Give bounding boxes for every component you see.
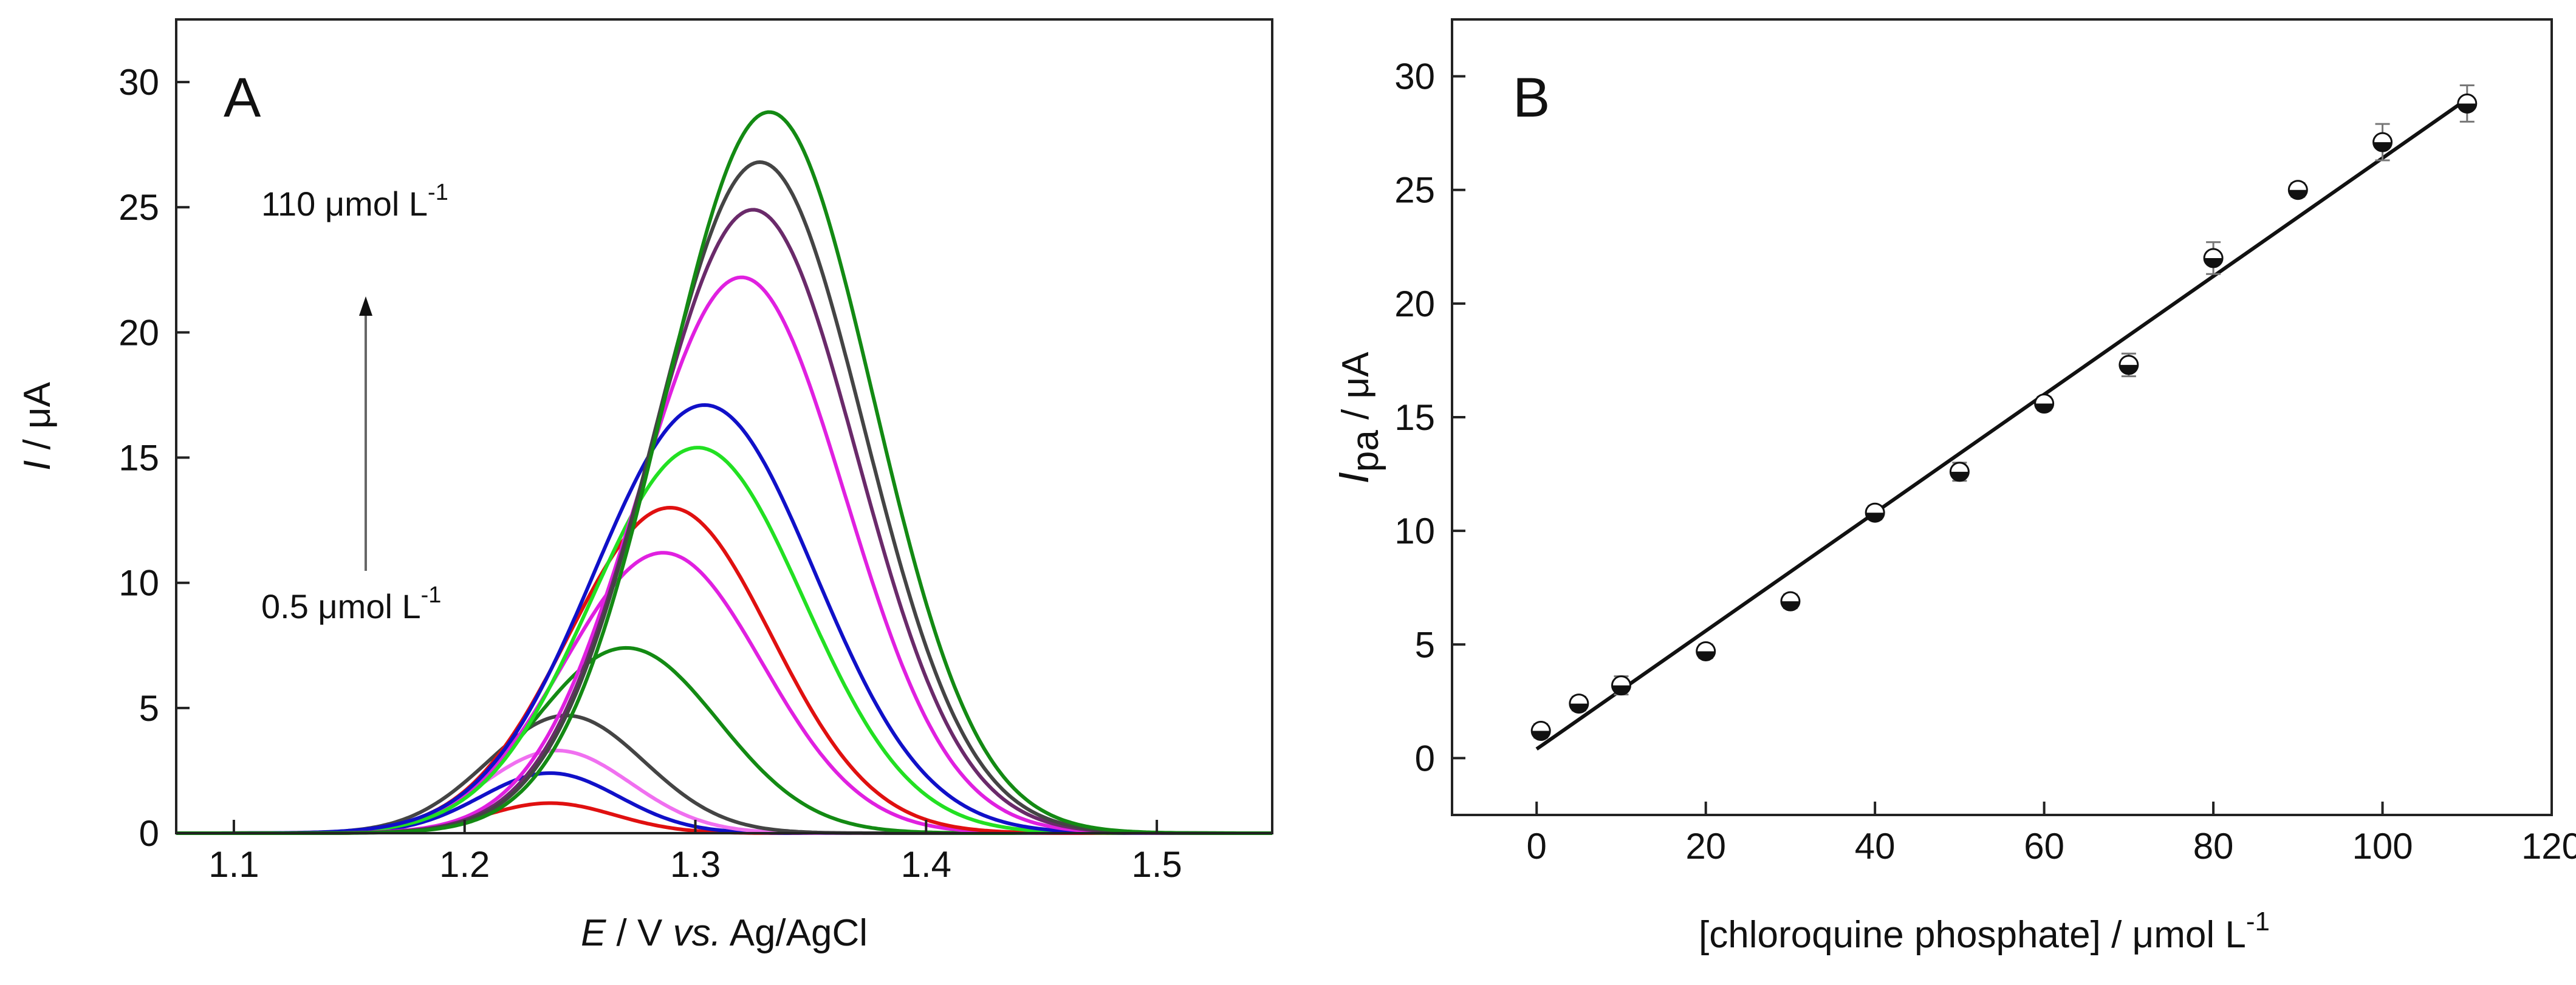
marker-half-fill <box>1569 703 1588 713</box>
panel-b-y-tick-label: 30 <box>1394 56 1435 97</box>
voltammogram-curve-12 <box>176 160 1272 835</box>
data-point-1 <box>1530 721 1551 741</box>
panel-b-x-tick-label: 120 <box>2521 826 2576 867</box>
data-point-9 <box>2119 352 2139 378</box>
panel-b-x-tick-label: 40 <box>1855 826 1896 867</box>
panel-a-y-tick-label: 10 <box>118 563 159 604</box>
marker-half-fill <box>2373 142 2392 152</box>
panel-a-y-tick-label: 0 <box>139 813 159 854</box>
data-point-8 <box>2034 394 2055 414</box>
panel-a: 1.1 1.2 1.3 1.4 1.5 0 5 10 15 20 25 30 A 110 μmol L… <box>16 18 1273 954</box>
panel-b-y-tick-label: 0 <box>1415 738 1435 779</box>
data-point-7 <box>1949 462 1970 482</box>
data-point-13 <box>2457 84 2478 123</box>
panel-a-x-tick-label: 1.5 <box>1131 844 1182 885</box>
panel-b-x-label: [chloroquine phosphate] / μmol L-1 <box>1699 907 2270 956</box>
increase-arrowhead <box>359 296 372 316</box>
panel-b-y-label-symbol: I <box>1330 472 1377 483</box>
marker-half-fill <box>1696 651 1715 661</box>
data-point-2 <box>1569 694 1589 714</box>
panel-b-y-tick-label: 25 <box>1394 170 1435 211</box>
panel-b-x-tick-label: 20 <box>1685 826 1726 867</box>
panel-a-y-label-symbol: I <box>16 460 58 471</box>
marker-half-fill <box>1866 513 1885 522</box>
panel-a-x-tick-label: 1.2 <box>439 844 490 885</box>
marker-half-fill <box>1532 731 1550 740</box>
annotation-bottom-sup: -1 <box>421 582 442 608</box>
panel-b-x-tick-label: 60 <box>2024 826 2064 867</box>
panel-a-x-tick-label: 1.4 <box>901 844 951 885</box>
voltammogram-curve-5 <box>176 646 1272 835</box>
voltammogram-curve-2 <box>176 771 1272 835</box>
panel-b-y-label-unit: / μA <box>1335 352 1377 430</box>
data-point-6 <box>1865 502 1885 523</box>
panel-a-y-tick-label: 25 <box>118 187 159 228</box>
panel-b-y-tick-label: 5 <box>1415 624 1435 665</box>
panel-a-y-label-unit: / μA <box>16 381 58 460</box>
marker-half-fill <box>2204 258 2223 267</box>
marker-half-fill <box>2035 403 2054 413</box>
panel-b-y-tick-label: 10 <box>1394 511 1435 551</box>
panel-a-y-tick-label: 20 <box>118 312 159 353</box>
panel-a-x-label-ref: Ag/AgCl <box>721 912 868 954</box>
panel-b-y-tick-label: 20 <box>1394 284 1435 324</box>
marker-half-fill <box>1950 471 1969 481</box>
panel-b-ticks: 0 20 40 60 80 100 120 0 5 10 15 20 25 30 <box>1394 56 2576 867</box>
panel-a-frame <box>175 18 1273 834</box>
panel-a-x-tick-label: 1.1 <box>208 844 259 885</box>
panel-a-x-tick-label: 1.3 <box>670 844 721 885</box>
panel-b-x-tick-label: 0 <box>1527 826 1547 867</box>
annotation-bottom: 0.5 μmol L-1 <box>261 582 441 625</box>
voltammogram-curve-7 <box>176 506 1272 835</box>
panel-a-x-label: E / V vs. Ag/AgCl <box>581 912 868 954</box>
panel-b-x-label-text: [chloroquine phosphate] / μmol L <box>1699 914 2246 956</box>
panel-b-label: B <box>1513 67 1550 129</box>
marker-half-fill <box>2289 189 2307 199</box>
panel-b-y-label-sub: pa <box>1345 430 1386 472</box>
panel-b-y-tick-label: 15 <box>1394 397 1435 438</box>
voltammogram-curve-11 <box>176 208 1272 835</box>
marker-half-fill <box>2458 103 2476 113</box>
annotation-bottom-text: 0.5 μmol L <box>261 587 421 625</box>
marker-half-fill <box>1781 601 1800 611</box>
panel-a-y-label: I / μA <box>16 381 58 471</box>
panel-b-x-label-sup: -1 <box>2246 907 2270 936</box>
data-point-4 <box>1696 641 1716 662</box>
panel-a-y-tick-label: 30 <box>118 62 159 103</box>
panel-a-label: A <box>224 67 261 129</box>
annotation-top-text: 110 μmol L <box>261 185 428 223</box>
data-point-5 <box>1780 591 1801 612</box>
voltammogram-curve-10 <box>176 275 1272 835</box>
data-point-11 <box>2287 180 2308 200</box>
marker-half-fill <box>2119 364 2138 374</box>
voltammogram-curve-3 <box>176 748 1272 835</box>
fit-line-group <box>1535 97 2468 751</box>
panel-b: 0 20 40 60 80 100 120 0 5 10 15 20 25 30 B Ipa / μA [… <box>1330 18 2576 956</box>
voltammogram-curve-8 <box>176 446 1272 835</box>
marker-half-fill <box>1612 685 1631 695</box>
panel-a-ticks: 1.1 1.2 1.3 1.4 1.5 0 5 10 15 20 25 30 <box>118 62 1182 885</box>
voltammogram-curve-4 <box>176 714 1272 835</box>
panel-a-x-label-symbol: E <box>581 912 606 954</box>
fit-line <box>1535 97 2468 751</box>
annotation-top-sup: -1 <box>428 180 448 205</box>
data-point-12 <box>2372 123 2393 162</box>
calibration-points <box>1530 84 2478 741</box>
panel-b-x-tick-label: 100 <box>2352 826 2413 867</box>
panel-b-x-tick-label: 80 <box>2193 826 2234 867</box>
data-point-10 <box>2203 241 2224 275</box>
panel-a-y-tick-label: 15 <box>118 438 159 479</box>
panel-b-y-label: Ipa / μA <box>1330 352 1386 484</box>
annotation-top: 110 μmol L-1 <box>261 180 448 223</box>
panel-a-x-label-vs: vs. <box>673 912 721 954</box>
data-point-3 <box>1611 675 1631 696</box>
panel-a-x-label-unit: / V <box>606 912 673 954</box>
panel-a-y-tick-label: 5 <box>139 688 159 729</box>
